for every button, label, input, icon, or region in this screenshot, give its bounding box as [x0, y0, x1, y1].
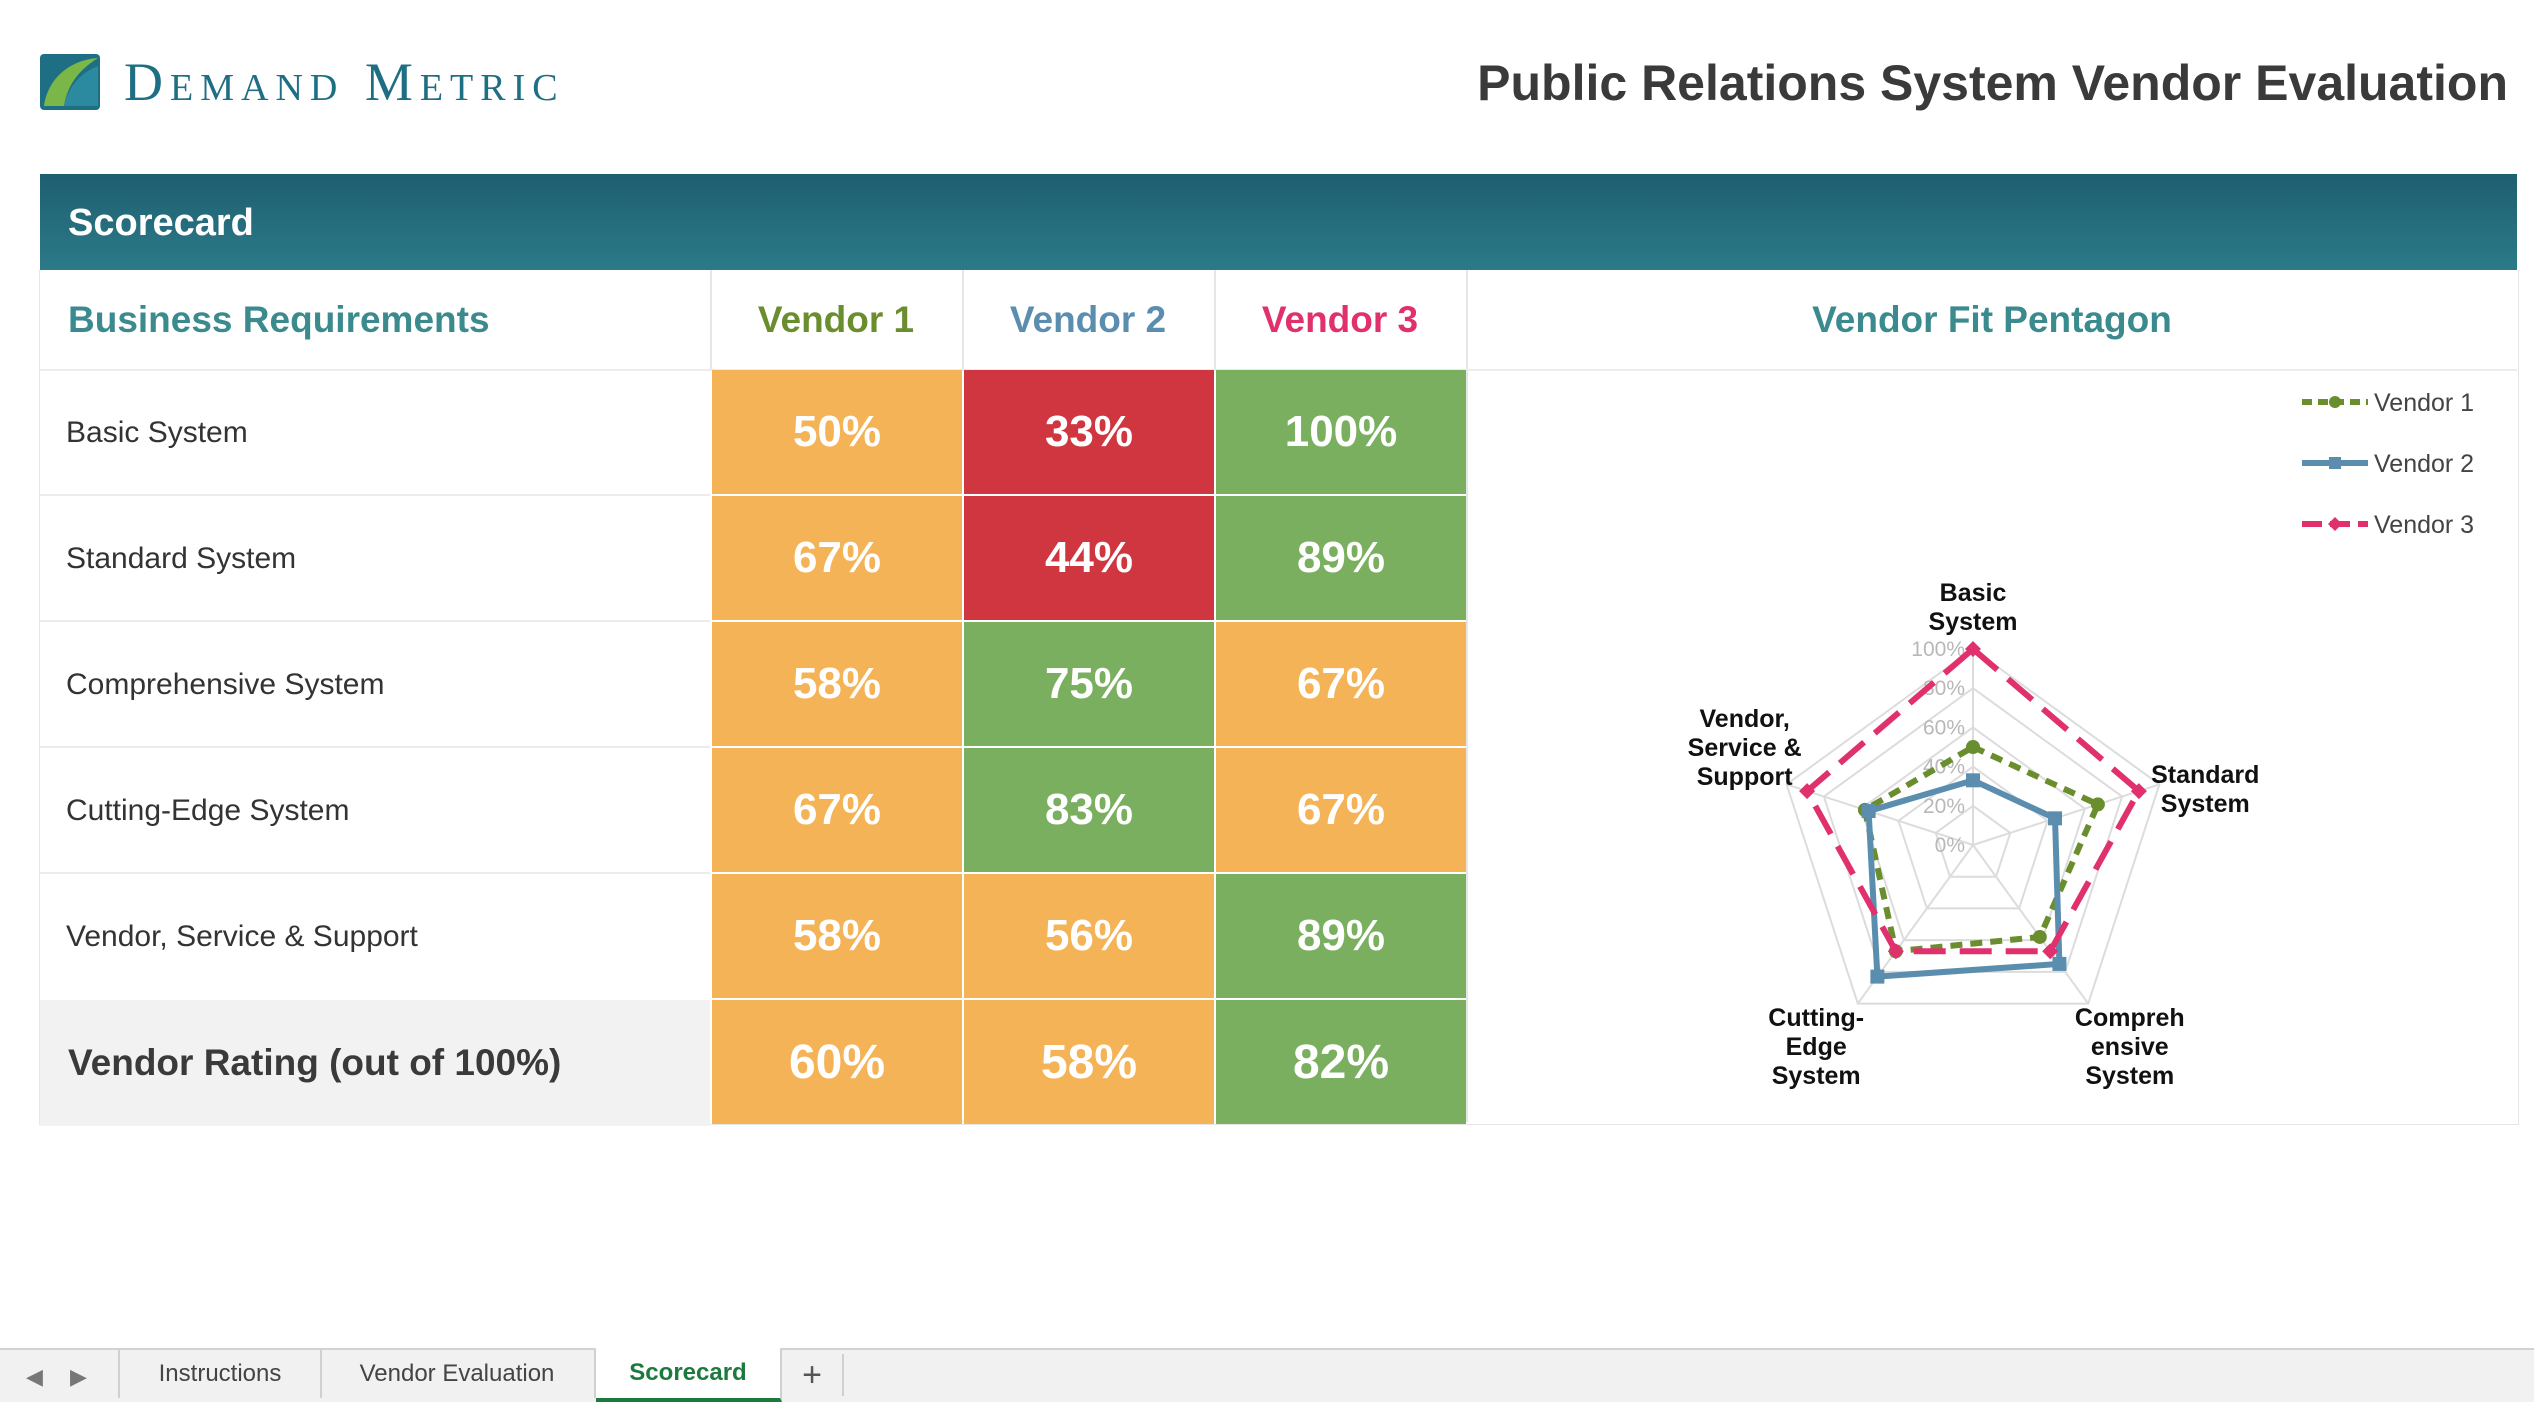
- score-cell[interactable]: 67%: [712, 748, 962, 872]
- requirement-label: Cutting-Edge System: [66, 794, 350, 827]
- radar-spoke: [1972, 844, 2090, 1005]
- vendor-1-header: Vendor 1: [757, 298, 915, 340]
- chart-legend[interactable]: Vendor 1 Vendor 2 Vendor 3: [2302, 389, 2474, 539]
- radar-axis-label: Vendor, Service & Support: [1688, 705, 1802, 791]
- document-title: Public Relations System Vendor Evaluatio…: [1477, 55, 2508, 111]
- score-cell[interactable]: 50%: [712, 370, 962, 494]
- score-cell[interactable]: 100%: [1216, 370, 1466, 494]
- radar-axis-labels: Basic System Standard System Compreh ensive Sy…: [1688, 579, 2260, 1090]
- vendor-2-header: Vendor 2: [1009, 298, 1167, 340]
- divider: [710, 270, 712, 369]
- data-point: [2090, 797, 2105, 812]
- scroll-tabs-right-icon[interactable]: ▶: [70, 1364, 87, 1389]
- score-cell[interactable]: 33%: [964, 370, 1214, 494]
- series-line-vendor-2: [1865, 777, 2063, 980]
- legend-label: Vendor 3: [2374, 511, 2474, 539]
- vendor-3-header: Vendor 3: [1261, 298, 1419, 340]
- divider: [1214, 270, 1216, 369]
- divider: [40, 872, 710, 874]
- legend-label: Vendor 2: [2374, 450, 2474, 478]
- chart-title: Vendor Fit Pentagon: [1812, 298, 2172, 340]
- total-rating-label: Vendor Rating (out of 100%): [40, 1000, 710, 1126]
- requirement-label: Basic System: [66, 416, 248, 449]
- radar-tick-label: 100%: [1911, 638, 1965, 661]
- requirements-header: Business Requirements: [68, 298, 490, 340]
- radar-grid-ring: [1934, 804, 2012, 878]
- divider: [1466, 270, 1468, 1122]
- series-line-vendor-1: [1861, 744, 2101, 955]
- score-cell[interactable]: 89%: [1216, 496, 1466, 620]
- series-line-vendor-3: [1804, 646, 2142, 955]
- logo-mark-icon: [40, 54, 100, 110]
- brand-name: Demand Metric: [124, 52, 565, 112]
- legend-marker: [2328, 517, 2342, 531]
- divider: [962, 270, 964, 369]
- score-cell[interactable]: 83%: [964, 748, 1214, 872]
- radar-axis-label: Compreh ensive System: [2075, 1004, 2185, 1090]
- data-point: [1966, 740, 1980, 754]
- data-point: [2042, 943, 2059, 960]
- score-cell[interactable]: 67%: [1216, 748, 1466, 872]
- score-cell[interactable]: 75%: [964, 622, 1214, 746]
- requirement-label: Comprehensive System: [66, 668, 385, 701]
- section-title: Scorecard: [68, 202, 254, 244]
- brand-logo: Demand Metric: [38, 50, 565, 114]
- score-cell[interactable]: 58%: [712, 874, 962, 998]
- data-point: [1870, 969, 1885, 984]
- radar-axis-label: Standard System: [2151, 761, 2259, 818]
- radar-axis-label: Cutting-Edge System: [1768, 1004, 1864, 1090]
- scroll-tabs-left-icon[interactable]: ◀: [26, 1364, 43, 1389]
- radar-tick-label: 60%: [1923, 716, 1965, 739]
- radar-axis-label: Basic System: [1929, 579, 2018, 636]
- data-point: [2130, 783, 2147, 800]
- scorecard-panel: [39, 270, 2519, 1125]
- add-sheet-button[interactable]: +: [782, 1354, 844, 1396]
- section-banner: Scorecard: [40, 174, 2517, 270]
- radar-tick-label: 20%: [1923, 795, 1965, 818]
- data-point: [2048, 811, 2063, 826]
- radar-tick-label: 0%: [1935, 834, 1965, 857]
- data-point: [1966, 773, 1980, 788]
- tab-vendor-evaluation[interactable]: Vendor Evaluation: [320, 1350, 596, 1398]
- data-point: [1799, 783, 1816, 800]
- divider: [40, 746, 710, 748]
- score-cell[interactable]: 67%: [712, 496, 962, 620]
- radar-grid-ring: [1859, 726, 2087, 942]
- legend-marker: [2329, 457, 2341, 469]
- data-point: [2032, 929, 2047, 944]
- divider: [40, 620, 710, 622]
- radar-spoke: [1972, 783, 2160, 846]
- radar-spoke: [1786, 783, 1974, 846]
- legend-label: Vendor 1: [2374, 389, 2474, 417]
- total-score-cell[interactable]: 82%: [1216, 1000, 1466, 1124]
- tab-scorecard[interactable]: Scorecard: [596, 1348, 782, 1402]
- score-cell[interactable]: 89%: [1216, 874, 1466, 998]
- data-point: [1965, 641, 1981, 657]
- data-point: [1861, 804, 1876, 819]
- divider: [40, 494, 710, 496]
- score-cell[interactable]: 44%: [964, 496, 1214, 620]
- requirement-label: Vendor, Service & Support: [66, 920, 418, 953]
- requirement-label: Standard System: [66, 542, 297, 575]
- data-point: [2052, 956, 2067, 971]
- total-score-cell[interactable]: 60%: [712, 1000, 962, 1124]
- total-score-cell[interactable]: 58%: [964, 1000, 1214, 1124]
- radar-grid-ring: [1785, 647, 2161, 1005]
- score-cell[interactable]: 56%: [964, 874, 1214, 998]
- radar-series: [1799, 641, 2147, 984]
- data-point: [1887, 943, 1904, 960]
- radar-tick-labels: 0%20%40%60%80%100%: [1911, 638, 1965, 857]
- score-cell[interactable]: 58%: [712, 622, 962, 746]
- score-cell[interactable]: 67%: [1216, 622, 1466, 746]
- legend-marker: [2329, 396, 2341, 408]
- sheet-tab-bar: ◀ ▶ Instructions Vendor Evaluation Score…: [0, 1348, 2534, 1402]
- tab-instructions[interactable]: Instructions: [118, 1350, 322, 1398]
